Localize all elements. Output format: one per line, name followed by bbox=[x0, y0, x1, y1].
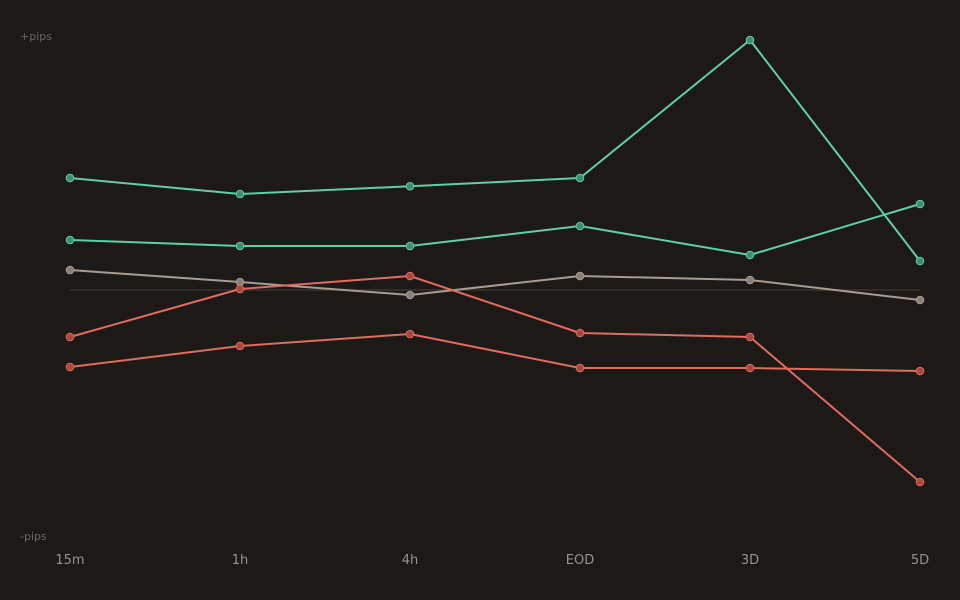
x-tick-label: 4h bbox=[402, 553, 419, 568]
data-point bbox=[235, 241, 245, 251]
x-tick-label: 1h bbox=[232, 553, 249, 568]
data-point bbox=[745, 35, 755, 45]
data-point bbox=[575, 173, 585, 183]
data-point bbox=[745, 275, 755, 285]
y-axis-top-label: +pips bbox=[20, 30, 52, 43]
data-point bbox=[915, 477, 925, 487]
data-point bbox=[235, 277, 245, 287]
data-point bbox=[235, 341, 245, 351]
data-point bbox=[575, 328, 585, 338]
series-line-3 bbox=[69, 269, 921, 301]
data-point bbox=[235, 284, 245, 294]
data-point bbox=[405, 181, 415, 191]
x-tick-label: EOD bbox=[566, 553, 594, 568]
data-point bbox=[915, 199, 925, 209]
x-axis-ticks: 15m 1h 4h EOD 3D 5D bbox=[55, 553, 929, 568]
data-point bbox=[65, 235, 75, 245]
series-line-2 bbox=[69, 203, 921, 256]
data-point bbox=[745, 250, 755, 260]
data-point bbox=[405, 290, 415, 300]
series-line-4 bbox=[69, 275, 921, 483]
data-point bbox=[405, 241, 415, 251]
data-point bbox=[575, 363, 585, 373]
series-line-1 bbox=[69, 39, 921, 262]
points-layer bbox=[65, 35, 925, 487]
series-line-5 bbox=[69, 333, 921, 372]
data-point bbox=[915, 256, 925, 266]
data-point bbox=[575, 221, 585, 231]
data-point bbox=[65, 362, 75, 372]
data-point bbox=[65, 332, 75, 342]
x-tick-label: 15m bbox=[55, 553, 84, 568]
data-point bbox=[745, 363, 755, 373]
data-point bbox=[915, 295, 925, 305]
x-tick-label: 3D bbox=[741, 553, 759, 568]
data-point bbox=[915, 366, 925, 376]
data-point bbox=[405, 271, 415, 281]
x-tick-label: 5D bbox=[911, 553, 929, 568]
y-axis-bottom-label: -pips bbox=[20, 530, 47, 543]
data-point bbox=[745, 332, 755, 342]
data-point bbox=[235, 189, 245, 199]
series-layer bbox=[69, 39, 921, 483]
data-point bbox=[65, 265, 75, 275]
data-point bbox=[405, 329, 415, 339]
data-point bbox=[65, 173, 75, 183]
data-point bbox=[575, 271, 585, 281]
